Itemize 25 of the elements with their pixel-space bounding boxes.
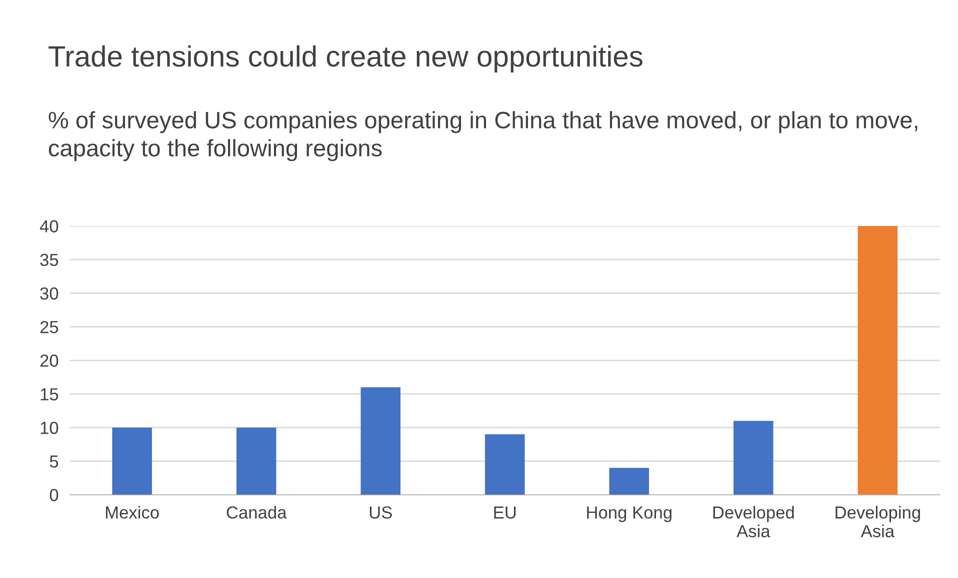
- x-tick-label: US: [370, 506, 392, 519]
- x-tick-label: Developed Asia: [713, 506, 794, 538]
- x-tick-label: Mexico: [106, 506, 159, 519]
- bar: [484, 434, 525, 495]
- y-tick-label: 0: [50, 488, 58, 502]
- x-tick-label: Hong Kong: [587, 506, 672, 522]
- bar: [734, 420, 774, 495]
- bar: [236, 428, 276, 495]
- y-tick-label: 15: [40, 388, 58, 400]
- x-tick-label: Developing Asia: [836, 506, 920, 538]
- x-tick-label: EU: [494, 506, 516, 519]
- chart-title: Trade tensions could create new opportunities: [48, 45, 642, 73]
- bar: [360, 387, 400, 495]
- y-tick-label: 35: [40, 254, 58, 266]
- bar: [609, 468, 650, 495]
- y-tick-label: 10: [40, 422, 58, 434]
- x-tick-label: Canada: [226, 506, 287, 519]
- y-tick-label: 25: [40, 320, 58, 334]
- y-tick-label: 5: [50, 456, 58, 468]
- chart-subtitle: % of surveyed US companies operating in China that have moved, or plan to move, capacity to the following regions: [48, 111, 918, 162]
- y-tick-label: 30: [40, 287, 58, 300]
- bar: [858, 226, 898, 495]
- bar: [112, 428, 152, 495]
- y-tick-label: 20: [40, 354, 58, 367]
- y-tick-label: 40: [40, 220, 58, 232]
